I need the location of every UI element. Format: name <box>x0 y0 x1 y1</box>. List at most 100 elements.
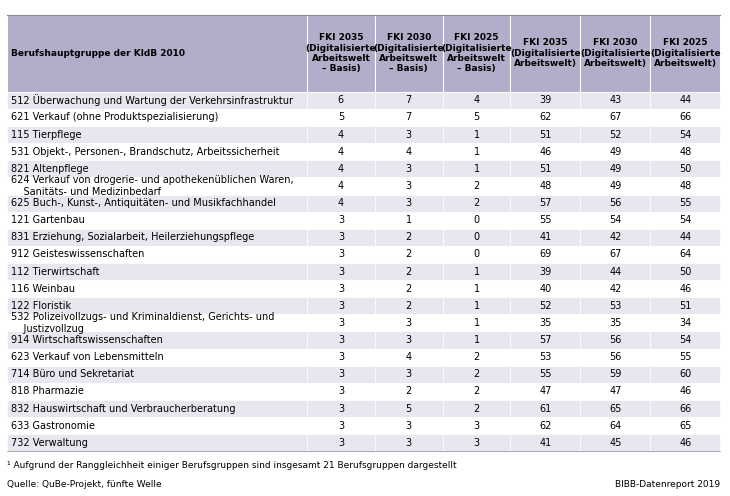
Text: 47: 47 <box>609 386 621 396</box>
Text: 7: 7 <box>406 113 412 123</box>
Bar <box>510 297 580 314</box>
Bar <box>580 400 650 417</box>
Bar <box>510 349 580 366</box>
Bar <box>442 280 510 297</box>
Text: 914 Wirtschaftswissenschaften: 914 Wirtschaftswissenschaften <box>11 335 163 345</box>
Bar <box>7 178 307 194</box>
Bar <box>650 383 721 400</box>
Text: 44: 44 <box>679 232 691 243</box>
Bar <box>7 212 307 229</box>
Bar <box>374 143 442 160</box>
Bar <box>510 400 580 417</box>
Text: 116 Weinbau: 116 Weinbau <box>11 284 75 294</box>
Text: 3: 3 <box>338 215 344 225</box>
Bar <box>580 246 650 263</box>
Text: 3: 3 <box>338 370 344 379</box>
Text: 3: 3 <box>338 249 344 259</box>
Bar <box>650 263 721 280</box>
Bar <box>510 160 580 178</box>
Bar <box>307 178 374 194</box>
Bar <box>580 383 650 400</box>
Bar <box>580 178 650 194</box>
Bar <box>650 331 721 349</box>
Bar <box>7 246 307 263</box>
Bar <box>307 109 374 126</box>
Text: 831 Erziehung, Sozialarbeit, Heilerziehungspflege: 831 Erziehung, Sozialarbeit, Heilerziehu… <box>11 232 254 243</box>
Bar <box>510 194 580 212</box>
Bar <box>510 126 580 143</box>
Text: 621 Verkauf (ohne Produktspezialisierung): 621 Verkauf (ohne Produktspezialisierung… <box>11 113 218 123</box>
Text: 3: 3 <box>338 318 344 328</box>
Text: 3: 3 <box>338 335 344 345</box>
Text: 531 Objekt-, Personen-, Brandschutz, Arbeitssicherheit: 531 Objekt-, Personen-, Brandschutz, Arb… <box>11 147 280 157</box>
Bar <box>650 143 721 160</box>
Bar <box>442 212 510 229</box>
Bar <box>7 349 307 366</box>
Bar <box>650 366 721 383</box>
Text: 3: 3 <box>406 438 412 448</box>
Bar <box>442 178 510 194</box>
Text: 732 Verwaltung: 732 Verwaltung <box>11 438 88 448</box>
Text: 1: 1 <box>474 318 480 328</box>
Text: 57: 57 <box>539 198 552 208</box>
Bar <box>650 212 721 229</box>
Text: 3: 3 <box>338 266 344 277</box>
Bar <box>374 246 442 263</box>
Text: 50: 50 <box>679 266 691 277</box>
Bar <box>374 160 442 178</box>
Text: 55: 55 <box>539 215 552 225</box>
Bar <box>442 349 510 366</box>
Bar <box>442 366 510 383</box>
Text: 5: 5 <box>474 113 480 123</box>
Bar <box>307 126 374 143</box>
Text: 4: 4 <box>406 352 412 362</box>
Text: 4: 4 <box>338 164 344 174</box>
Text: 48: 48 <box>679 147 691 157</box>
Bar <box>442 194 510 212</box>
Bar <box>7 126 307 143</box>
Bar <box>374 212 442 229</box>
Bar <box>580 331 650 349</box>
Bar <box>307 349 374 366</box>
Bar <box>374 263 442 280</box>
Text: 122 Floristik: 122 Floristik <box>11 301 71 311</box>
Text: Quelle: QuBe-Projekt, fünfte Welle: Quelle: QuBe-Projekt, fünfte Welle <box>7 480 162 489</box>
Text: 62: 62 <box>539 113 552 123</box>
Bar <box>442 246 510 263</box>
Bar <box>7 109 307 126</box>
Bar <box>374 194 442 212</box>
Text: 55: 55 <box>679 352 691 362</box>
Bar <box>7 280 307 297</box>
Bar <box>307 280 374 297</box>
Bar <box>510 314 580 331</box>
Bar <box>7 297 307 314</box>
Text: 1: 1 <box>474 301 480 311</box>
Text: 821 Altenpflege: 821 Altenpflege <box>11 164 88 174</box>
Text: FKI 2025
(Digitalisierte
Arbeitswelt): FKI 2025 (Digitalisierte Arbeitswelt) <box>650 38 721 68</box>
Text: FKI 2035
(Digitalisierte
Arbeitswelt
– Basis): FKI 2035 (Digitalisierte Arbeitswelt – B… <box>306 33 376 73</box>
Bar <box>307 383 374 400</box>
Text: 67: 67 <box>609 249 621 259</box>
Text: 5: 5 <box>406 404 412 414</box>
Bar <box>580 109 650 126</box>
Bar <box>580 417 650 434</box>
Text: 42: 42 <box>609 232 621 243</box>
Bar <box>7 383 307 400</box>
Bar <box>650 15 721 92</box>
Bar <box>650 109 721 126</box>
Bar <box>7 263 307 280</box>
Text: 35: 35 <box>609 318 621 328</box>
Text: 832 Hauswirtschaft und Verbraucherberatung: 832 Hauswirtschaft und Verbraucherberatu… <box>11 404 235 414</box>
Text: 53: 53 <box>609 301 621 311</box>
Text: 4: 4 <box>406 147 412 157</box>
Text: 46: 46 <box>679 386 691 396</box>
Bar <box>650 178 721 194</box>
Text: 2: 2 <box>474 198 480 208</box>
Bar <box>374 178 442 194</box>
Text: 60: 60 <box>679 370 691 379</box>
Bar <box>7 400 307 417</box>
Text: 623 Verkauf von Lebensmitteln: 623 Verkauf von Lebensmitteln <box>11 352 164 362</box>
Bar <box>510 143 580 160</box>
Bar <box>442 400 510 417</box>
Text: 3: 3 <box>338 284 344 294</box>
